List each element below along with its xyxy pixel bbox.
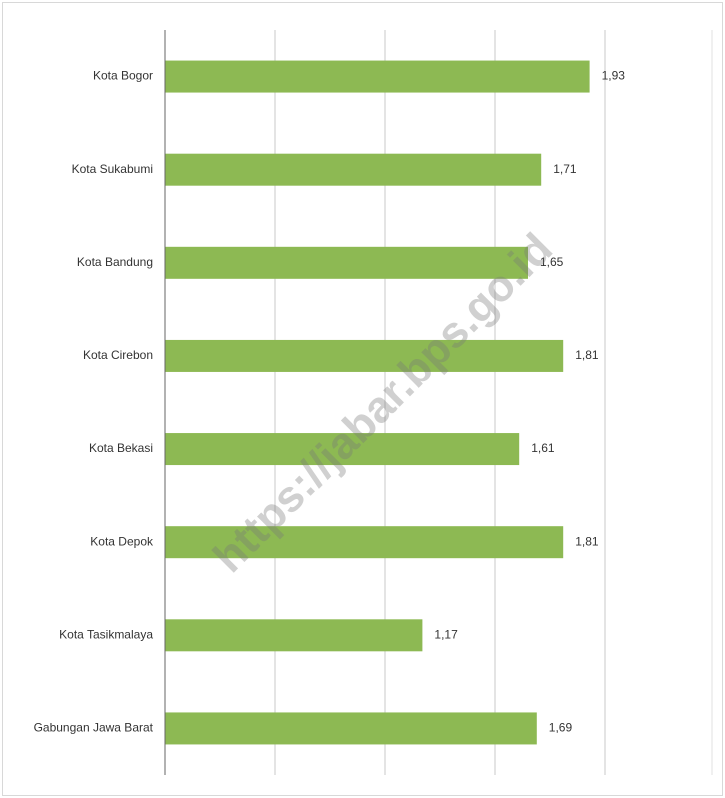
category-label: Kota Bogor (93, 69, 153, 83)
value-label: 1,17 (434, 627, 458, 641)
bar (165, 619, 423, 652)
value-label: 1,61 (531, 441, 555, 455)
value-label: 1,71 (553, 162, 577, 176)
category-label: Kota Bekasi (89, 441, 153, 455)
bar (165, 339, 564, 372)
value-label: 1,65 (540, 255, 564, 269)
bar (165, 60, 590, 93)
value-label: 1,69 (549, 721, 573, 735)
category-label: Kota Cirebon (83, 348, 153, 362)
category-label: Kota Bandung (77, 255, 153, 269)
bar (165, 526, 564, 559)
bar (165, 153, 542, 186)
value-label: 1,81 (575, 348, 599, 362)
bar (165, 712, 537, 745)
category-label: Gabungan Jawa Barat (34, 721, 154, 735)
bar (165, 246, 528, 279)
value-label: 1,81 (575, 534, 599, 548)
value-label: 1,93 (602, 69, 626, 83)
bar (165, 433, 520, 466)
category-label: Kota Tasikmalaya (59, 627, 153, 641)
category-label: Kota Depok (90, 534, 154, 548)
category-label: Kota Sukabumi (72, 162, 153, 176)
